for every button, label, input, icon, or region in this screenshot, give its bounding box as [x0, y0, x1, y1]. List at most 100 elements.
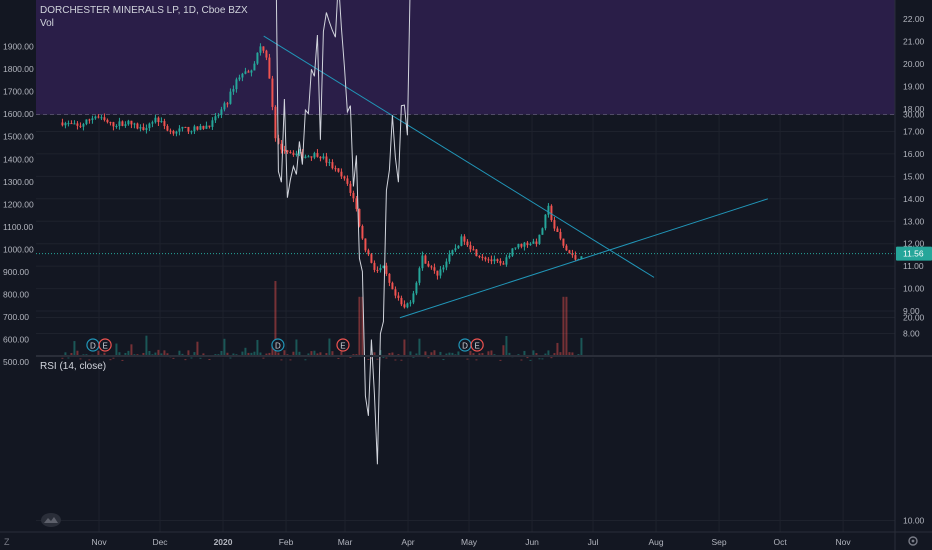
volume-bar — [568, 352, 571, 355]
event-marker-label: D — [90, 342, 96, 351]
candle — [580, 256, 583, 260]
candle — [418, 268, 421, 283]
volume-bar — [64, 352, 67, 355]
volume-bar — [160, 353, 163, 355]
candle — [118, 121, 121, 126]
volume-bar — [541, 358, 544, 360]
candle — [505, 257, 508, 265]
volume-bar — [82, 354, 85, 356]
candle — [514, 247, 517, 249]
volume-bar — [328, 338, 331, 355]
candle — [454, 248, 457, 251]
volume-bar — [559, 352, 562, 355]
volume-bar — [415, 353, 418, 355]
tradingview-logo-icon[interactable] — [40, 512, 62, 528]
candle — [130, 120, 133, 125]
price-tick: 22.00 — [903, 14, 925, 24]
candle — [145, 128, 148, 131]
candle — [574, 255, 577, 260]
volume-bar — [166, 353, 169, 355]
candle — [412, 293, 415, 303]
volume-bar — [79, 358, 82, 360]
volume-bar — [439, 351, 442, 355]
candle — [517, 243, 520, 248]
volume-bar — [469, 350, 472, 355]
volume-bar — [316, 353, 319, 355]
volume-bar — [235, 354, 238, 356]
candle — [367, 250, 370, 255]
volume-bar — [115, 343, 118, 355]
volume-bar — [580, 337, 583, 355]
current-price-badge — [896, 246, 932, 261]
candle — [238, 77, 241, 80]
volume-tick: 1100.00 — [3, 222, 33, 232]
event-marker-label: E — [474, 342, 479, 351]
rsi-tick: 10.00 — [903, 516, 925, 526]
candle — [76, 123, 79, 126]
volume-bar — [283, 350, 286, 355]
candle — [451, 250, 454, 255]
candle — [190, 131, 193, 133]
volume-bar — [244, 347, 247, 355]
volume-tick: 1900.00 — [3, 42, 34, 52]
volume-bar — [481, 353, 484, 355]
candle — [82, 124, 85, 127]
rsi-tick: 30.00 — [903, 110, 925, 120]
volume-bar — [163, 350, 166, 355]
candle — [436, 270, 439, 276]
candle — [373, 262, 376, 270]
volume-bar — [331, 351, 334, 355]
candle — [241, 73, 244, 78]
volume-bar — [196, 341, 199, 355]
volume-bar — [208, 359, 211, 361]
candle — [259, 46, 262, 53]
volume-bar — [154, 352, 157, 355]
volume-bar — [250, 352, 253, 355]
settings-gear-icon — [908, 536, 918, 546]
candle — [298, 151, 301, 154]
candle — [205, 125, 208, 129]
volume-bar — [403, 339, 406, 355]
volume-bar — [325, 353, 328, 355]
candle — [475, 249, 478, 257]
candle — [568, 250, 571, 254]
volume-bar — [184, 359, 187, 361]
volume-tick: 1300.00 — [3, 177, 34, 187]
volume-bar — [577, 354, 580, 356]
volume-bar — [241, 351, 244, 355]
volume-bar — [112, 357, 115, 359]
candle — [400, 297, 403, 305]
volume-bar — [256, 339, 259, 355]
candle — [397, 295, 400, 298]
volume-bar — [202, 353, 205, 355]
candle — [91, 118, 94, 120]
candle — [247, 71, 250, 73]
volume-bar — [88, 359, 91, 361]
candle — [79, 125, 82, 127]
volume-bar — [70, 353, 73, 355]
candle — [364, 238, 367, 251]
volume-bar — [547, 350, 550, 355]
candle — [319, 156, 322, 159]
price-tick: 9.00 — [903, 306, 920, 316]
candles — [61, 43, 583, 309]
volume-bar — [376, 358, 379, 360]
time-tick: 2020 — [214, 537, 233, 547]
volume-bar — [499, 359, 502, 361]
candle — [358, 208, 361, 227]
volume-bar — [295, 339, 298, 355]
candle — [286, 150, 289, 153]
candle — [502, 263, 505, 265]
price-tick: 17.00 — [903, 126, 925, 136]
candle — [421, 255, 424, 269]
candle — [472, 249, 475, 251]
candle — [478, 256, 481, 258]
volume-tick: 600.00 — [3, 335, 29, 345]
candle — [313, 153, 316, 158]
trendline — [263, 35, 655, 278]
volume-bar — [457, 351, 460, 355]
candle — [316, 153, 319, 157]
volume-bar — [262, 357, 265, 359]
price-tick: 20.00 — [903, 59, 925, 69]
volume-bar — [103, 352, 106, 355]
